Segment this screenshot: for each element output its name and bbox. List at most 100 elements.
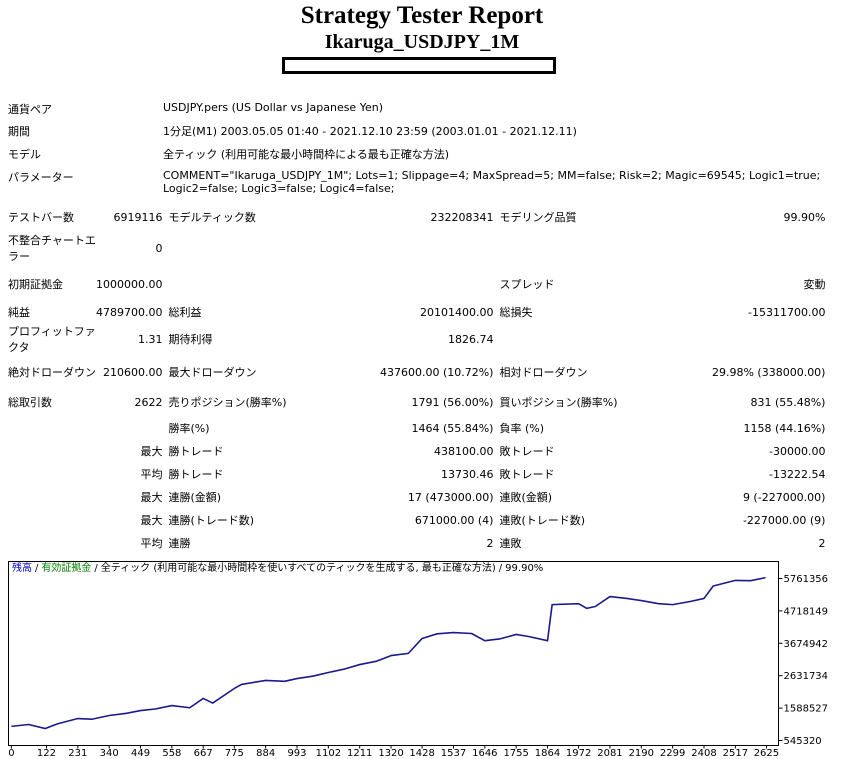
empty-cell <box>162 229 298 269</box>
stat-label: 連勝 <box>168 536 191 550</box>
x-tick-label: 1211 <box>347 748 372 759</box>
legend-separator: / <box>35 563 39 574</box>
chart-legend: 残高 / 有効証拠金 / 全ティック (利用可能な最小時間枠を使いすべてのティックを生成… <box>12 561 543 574</box>
y-tick-label: 2631734 <box>784 671 829 682</box>
stat-label: モデリング品質 <box>499 210 577 224</box>
stats-row: 平均 勝トレード 13730.46 敗トレード -13222.54 <box>8 463 825 486</box>
stat-value: 2 <box>486 536 494 550</box>
stat-value: 99.90% <box>783 210 826 224</box>
y-tick-label: 4718149 <box>784 606 829 617</box>
stat-label: 総利益 <box>168 305 202 319</box>
stat-label: 連敗 <box>499 536 522 550</box>
stat-value: 平均 <box>140 536 163 550</box>
info-row: 通貨ペア USDJPY.pers (US Dollar vs Japanese Y… <box>8 101 828 117</box>
stat-value: 6919116 <box>113 210 163 224</box>
x-tick-label: 340 <box>100 748 119 759</box>
legend-item: 有効証拠金 <box>41 561 91 574</box>
info-label: 通貨ペア <box>8 103 52 116</box>
stats-row: テストバー数 6919116 モデルティック数 232208341 モデリング品質 99.… <box>8 206 825 229</box>
stat-label: 初期証拠金 <box>8 278 63 291</box>
x-tick-label: 884 <box>256 748 275 759</box>
stat-label: 連勝(金額) <box>168 490 222 504</box>
stat-label: 絶対ドローダウン <box>8 365 96 379</box>
info-value: 全ティック (利用可能な最小時間枠による最も正確な方法) <box>163 148 450 161</box>
stat-value: 232208341 <box>430 210 494 224</box>
stat-value: 437600.00 (10.72%) <box>379 365 494 379</box>
x-tick-label: 1320 <box>378 748 403 759</box>
legend-item: 99.90% <box>505 563 543 574</box>
x-tick-label: 1102 <box>316 748 341 759</box>
stat-value: 671000.00 (4) <box>414 513 494 527</box>
empty-cell <box>96 417 162 440</box>
stat-label: モデルティック数 <box>168 210 256 224</box>
stats-table: テストバー数 6919116 モデルティック数 232208341 モデリング品質 99.… <box>8 206 825 555</box>
stats-row: 勝率(%) 1464 (55.84%) 負率 (%) 1158 (44.16%) <box>8 417 825 440</box>
stat-label: 連勝(トレード数) <box>168 513 255 527</box>
x-tick-label: 2517 <box>723 748 748 759</box>
stat-value: 9 (-227000.00) <box>742 490 826 504</box>
stat-value: 210600.00 <box>102 365 163 379</box>
y-tick-label: 1588527 <box>784 704 829 715</box>
info-row: モデル 全ティック (利用可能な最小時間枠による最も正確な方法) <box>8 146 828 162</box>
info-label: モデル <box>8 148 41 161</box>
x-tick-label: 2408 <box>691 748 716 759</box>
stat-value: 17 (473000.00) <box>407 490 494 504</box>
stat-value: -15311700.00 <box>748 305 826 319</box>
stat-value: 最大 <box>140 513 163 527</box>
x-tick-label: 667 <box>194 748 213 759</box>
empty-cell <box>8 417 96 440</box>
stat-label: テストバー数 <box>8 210 74 224</box>
x-tick-label: 558 <box>162 748 181 759</box>
info-label: パラメーター <box>8 171 74 184</box>
stat-label: 買いポジション(勝率%) <box>499 396 618 409</box>
redaction-box <box>282 57 556 74</box>
empty-cell <box>298 269 493 301</box>
x-tick-label: 993 <box>287 748 306 759</box>
stats-row: 平均 連勝 2 連敗 2 <box>8 532 825 555</box>
x-tick-label: 1755 <box>503 748 528 759</box>
stat-value: 1791 (56.00%) <box>411 396 494 409</box>
x-tick-label: 2081 <box>597 748 622 759</box>
x-tick-label: 2625 <box>754 748 779 759</box>
stat-label: 売りポジション(勝率%) <box>168 396 287 409</box>
empty-cell <box>162 269 298 301</box>
stats-row: 最大 連勝(金額) 17 (473000.00) 連敗(金額) 9 (-227000.0… <box>8 486 825 509</box>
stat-value: 平均 <box>140 467 163 481</box>
stat-value: 1000000.00 <box>96 278 163 291</box>
stats-row: 最大 勝トレード 438100.00 敗トレード -30000.00 <box>8 440 825 463</box>
legend-item: 全ティック (利用可能な最小時間枠を使いすべてのティックを生成する, 最も正確な… <box>101 561 496 574</box>
stats-row: 初期証拠金 1000000.00 スプレッド 変動 <box>8 269 825 301</box>
y-tick-label: 3674942 <box>784 639 829 650</box>
legend-separator: / <box>499 563 503 574</box>
stat-value: 1.31 <box>137 333 163 346</box>
stat-label: 勝トレード <box>168 467 224 481</box>
stat-value: -13222.54 <box>769 467 826 481</box>
stats-row: 最大 連勝(トレード数) 671000.00 (4) 連敗(トレード数) -227000… <box>8 509 825 532</box>
plot-frame <box>8 561 779 746</box>
stat-value: 29.98% (338000.00) <box>711 365 826 379</box>
legend-separator: / <box>94 563 98 574</box>
stats-row: 総取引数 2622 売りポジション(勝率%) 1791 (56.00%) 買いポジション… <box>8 389 825 417</box>
y-tick-label: 545320 <box>784 736 822 747</box>
x-tick-label: 2190 <box>629 748 654 759</box>
stat-label: プロフィットファクタ <box>8 325 96 354</box>
stat-value: -227000.00 (9) <box>742 513 826 527</box>
stat-value: 変動 <box>803 278 826 291</box>
stats-row: プロフィットファクタ 1.31 期待利得 1826.74 <box>8 324 825 356</box>
stat-value: 0 <box>155 242 163 255</box>
stat-value: 2622 <box>134 396 163 409</box>
info-label: 期間 <box>8 125 30 138</box>
stat-value: 4789700.00 <box>96 305 163 319</box>
stats-row: 不整合チャートエラー 0 <box>8 229 825 269</box>
stat-value: 最大 <box>140 444 163 458</box>
x-tick-label: 0 <box>8 748 14 759</box>
stat-value: 1158 (44.16%) <box>743 421 826 435</box>
stat-value: 1826.74 <box>447 333 494 346</box>
info-row: パラメーター COMMENT="Ikaruga_USDJPY_1M"; Lots=… <box>8 169 828 195</box>
stat-label: 純益 <box>8 305 30 319</box>
empty-cell <box>8 463 96 486</box>
x-tick-label: 231 <box>68 748 87 759</box>
stat-label: 勝率(%) <box>168 421 210 435</box>
x-tick-label: 122 <box>37 748 56 759</box>
